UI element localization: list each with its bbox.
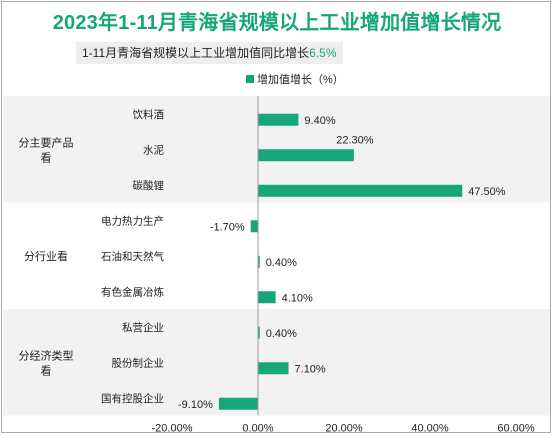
group-label: 分主要产品 — [19, 135, 74, 149]
x-tick-label: -20.00% — [152, 423, 193, 435]
value-label: 4.10% — [282, 292, 313, 304]
subtitle-highlight: 6.5% — [309, 46, 337, 60]
bar — [258, 184, 463, 197]
category-label: 股份制企业 — [112, 356, 165, 369]
subtitle-box: 1-11月青海省规模以上工业增加值同比增长6.5% — [76, 42, 343, 64]
value-label: -1.70% — [210, 221, 245, 233]
group-label: 看 — [41, 363, 52, 377]
category-label: 饮料酒 — [133, 108, 165, 121]
legend-swatch — [246, 75, 254, 83]
category-label: 石油和天然气 — [101, 250, 164, 263]
value-label: 0.40% — [266, 328, 297, 340]
group-label: 看 — [41, 150, 52, 164]
bar — [258, 113, 299, 126]
x-tick-label: 20.00% — [325, 423, 363, 435]
bar — [258, 255, 260, 268]
category-label: 国有控股企业 — [101, 392, 164, 405]
bar — [218, 397, 258, 410]
category-label: 水泥 — [143, 143, 164, 156]
x-tick-label: 40.00% — [411, 423, 449, 435]
bar — [258, 149, 354, 162]
group-label: 分行业看 — [24, 249, 68, 263]
legend-label: 增加值增长（%） — [257, 72, 344, 86]
category-label: 电力热力生产 — [101, 214, 164, 227]
bar — [258, 362, 289, 375]
group-label: 分经济类型 — [19, 348, 74, 362]
value-label: 0.40% — [266, 257, 297, 269]
bar — [258, 291, 276, 304]
value-label: 9.40% — [304, 115, 335, 127]
category-label: 有色金属冶炼 — [101, 285, 164, 298]
chart-title: 2023年1-11月青海省规模以上工业增加值增长情况 — [52, 12, 502, 34]
category-label: 碳酸锂 — [133, 179, 165, 192]
x-tick-label: 60.00% — [497, 423, 535, 435]
bar — [250, 220, 258, 233]
value-label: 22.30% — [336, 134, 374, 146]
value-label: 7.10% — [295, 363, 326, 375]
x-tick-label: 0.00% — [242, 423, 273, 435]
bar — [258, 326, 260, 339]
value-label: -9.10% — [178, 399, 213, 411]
subtitle-text: 1-11月青海省规模以上工业增加值同比增长 — [82, 46, 310, 60]
value-label: 47.50% — [468, 186, 506, 198]
category-label: 私营企业 — [122, 321, 164, 334]
